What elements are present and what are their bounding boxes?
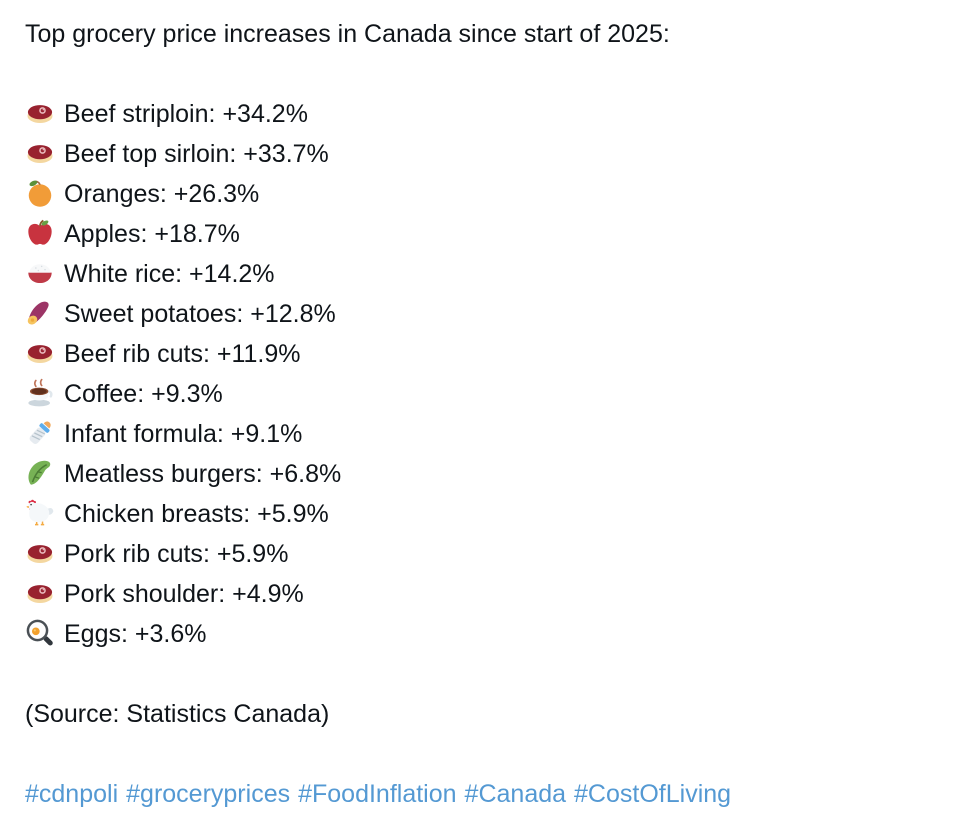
item-label: Oranges [64,180,160,208]
list-item: Pork rib cuts: +5.9% [25,534,955,574]
list-item: Meatless burgers: +6.8% [25,454,955,494]
item-value: +5.9% [257,500,329,528]
list-item: Beef top sirloin: +33.7% [25,134,955,174]
item-value: +3.6% [134,620,207,648]
hashtag-link[interactable]: #CostOfLiving [574,780,732,808]
cooked-rice-icon [25,258,55,288]
list-item: Eggs: +3.6% [25,614,955,654]
hashtag-link[interactable]: #Canada [464,780,567,808]
hashtag-link[interactable]: #groceryprices [126,780,291,808]
list-item: Chicken breasts: +5.9% [25,494,955,534]
item-value: +11.9% [216,340,301,368]
hashtag-link[interactable]: #FoodInflation [298,780,457,808]
baby-bottle-icon [25,418,55,448]
post-body: Top grocery price increases in Canada si… [25,20,955,814]
item-label: Pork rib cuts [64,540,203,568]
list-item: Beef striploin: +34.2% [25,94,955,134]
sweet-potato-icon [25,298,55,328]
item-label: Eggs [64,620,121,648]
chicken-icon [25,498,55,528]
item-value: +6.8% [269,460,342,488]
page-title: Top grocery price increases in Canada si… [25,20,670,48]
item-value: +14.2% [189,260,275,288]
item-value: +33.7% [243,140,329,168]
hashtag-row: #cdnpoli #groceryprices #FoodInflation #Can… [25,774,955,814]
item-value: +9.1% [230,420,303,448]
source-note: (Source: Statistics Canada) [25,700,330,728]
cut-of-meat-icon [25,578,55,608]
item-value: +26.3% [173,180,260,208]
list-item: Sweet potatoes: +12.8% [25,294,955,334]
hot-beverage-icon [25,378,55,408]
item-value: +34.2% [222,100,308,128]
list-item: Beef rib cuts: +11.9% [25,334,955,374]
red-apple-icon [25,218,55,248]
item-label: Coffee [64,380,138,408]
item-label: Apples [64,220,141,248]
item-label: Chicken breasts [64,500,244,528]
item-value: +9.3% [151,380,223,408]
item-label: Beef rib cuts [64,340,203,368]
list-item: Pork shoulder: +4.9% [25,574,955,614]
cut-of-meat-icon [25,538,55,568]
item-label: Sweet potatoes [64,300,237,328]
item-label: Meatless burgers [64,460,256,488]
item-value: +18.7% [154,220,240,248]
hashtag-link[interactable]: #cdnpoli [25,780,119,808]
item-label: Beef top sirloin [64,140,230,168]
cut-of-meat-icon [25,138,55,168]
cooking-egg-icon [25,618,55,648]
cut-of-meat-icon [25,338,55,368]
grocery-list: Beef striploin: +34.2% Beef top sirloin: … [25,94,955,654]
item-value: +4.9% [232,580,304,608]
item-label: Infant formula [64,420,217,448]
leafy-green-icon [25,458,55,488]
item-label: White rice [64,260,176,288]
list-item: Infant formula: +9.1% [25,414,955,454]
list-item: Apples: +18.7% [25,214,955,254]
item-label: Beef striploin [64,100,209,128]
list-item: Coffee: +9.3% [25,374,955,414]
item-label: Pork shoulder [64,580,219,608]
item-value: +5.9% [216,540,289,568]
item-value: +12.8% [250,300,336,328]
tangerine-icon [25,178,55,208]
cut-of-meat-icon [25,98,55,128]
list-item: White rice: +14.2% [25,254,955,294]
list-item: Oranges: +26.3% [25,174,955,214]
